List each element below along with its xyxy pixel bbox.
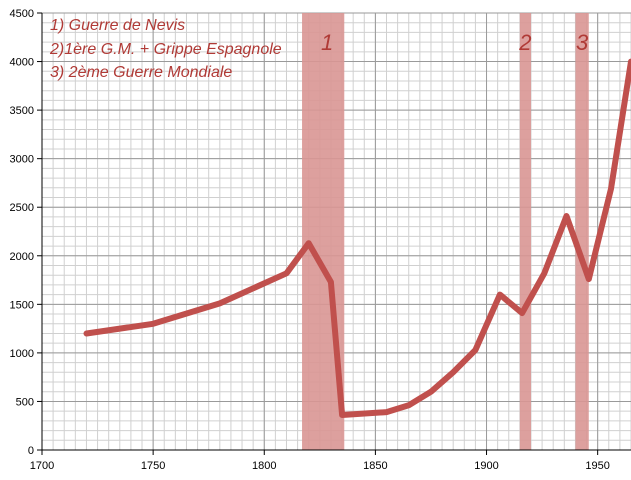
y-tick-label: 0 <box>28 445 34 457</box>
annotation-3: 3) 2ème Guerre Mondiale <box>50 64 232 81</box>
y-tick-label: 2500 <box>10 202 34 214</box>
band-label-3: 3 <box>576 30 589 55</box>
axes <box>37 12 631 455</box>
x-tick-label: 1950 <box>585 460 609 472</box>
band-label-2: 2 <box>518 30 531 55</box>
annotation-1: 1) Guerre de Nevis <box>50 17 185 34</box>
series-lines <box>83 58 631 418</box>
annotation-2: 2)1ère G.M. + Grippe Espagnole <box>49 41 282 58</box>
x-tick-label: 1700 <box>30 460 54 472</box>
y-tick-label: 3500 <box>10 105 34 117</box>
y-tick-label: 4500 <box>10 8 34 20</box>
x-tick-label: 1900 <box>474 460 498 472</box>
y-tick-label: 4000 <box>10 57 34 69</box>
series-line <box>83 58 631 418</box>
x-tick-label: 1750 <box>141 460 165 472</box>
event-band-3 <box>575 13 589 450</box>
y-tick-label: 3000 <box>10 154 34 166</box>
event-band-2 <box>519 13 531 450</box>
legend-annotations: 1) Guerre de Nevis 2)1ère G.M. + Grippe … <box>49 17 282 81</box>
y-tick-label: 500 <box>16 396 34 408</box>
y-tick-label: 1000 <box>10 348 34 360</box>
event-bands <box>302 13 589 450</box>
band-labels: 1 2 3 <box>321 30 589 55</box>
band-label-1: 1 <box>321 30 333 55</box>
y-tick-label: 1500 <box>10 299 34 311</box>
tick-labels: 0 500 1000 1500 2000 2500 3000 3500 4000 4500 1700… <box>10 8 610 472</box>
x-tick-label: 1800 <box>252 460 276 472</box>
y-tick-label: 2000 <box>10 251 34 263</box>
x-tick-label: 1850 <box>363 460 387 472</box>
